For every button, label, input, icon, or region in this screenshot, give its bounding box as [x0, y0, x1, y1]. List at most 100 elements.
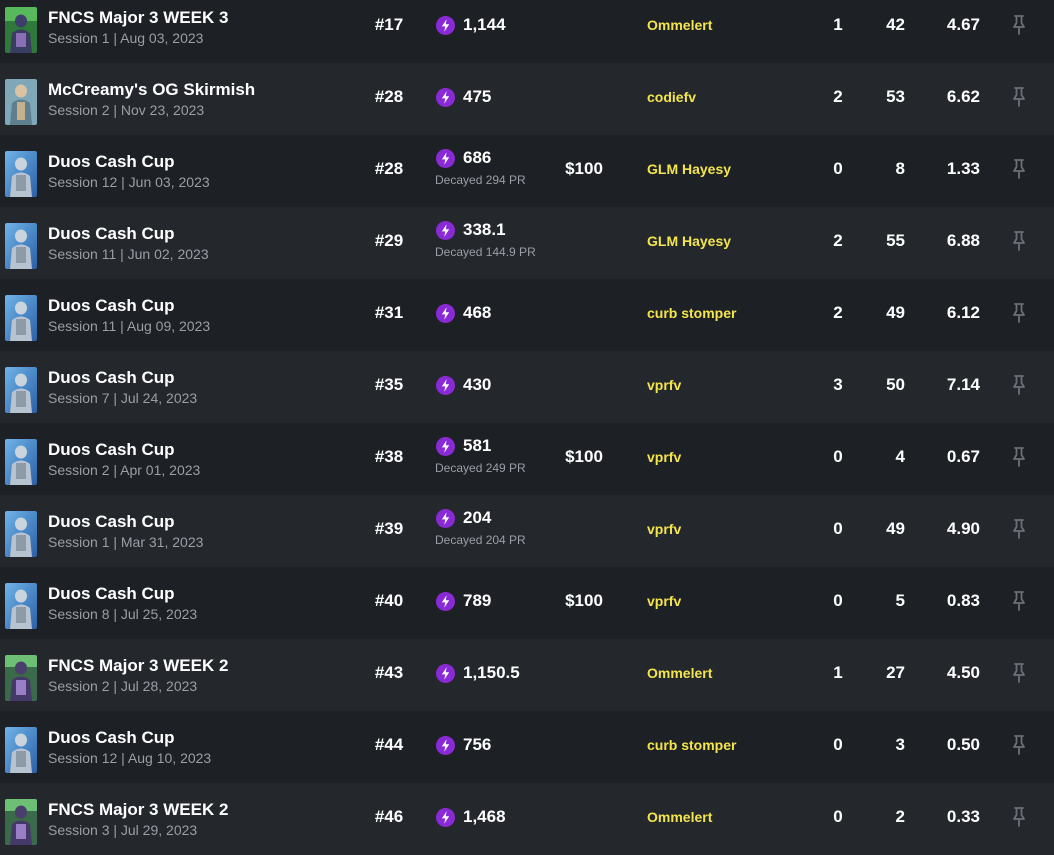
average-elims: 0.50: [946, 735, 980, 754]
teammate-name[interactable]: Ommelert: [647, 17, 713, 33]
table-row[interactable]: FNCS Major 3 WEEK 2 Session 2 | Jul 28, 2…: [0, 639, 1054, 711]
table-row[interactable]: Duos Cash Cup Session 1 | Mar 31, 2023 #39…: [0, 495, 1054, 567]
placement-rank: #43: [374, 663, 404, 682]
power-ranking-points: 789: [463, 591, 492, 610]
event-session-date: Session 1 | Aug 03, 2023: [48, 30, 204, 46]
average-elims: 4.90: [946, 519, 980, 538]
table-row[interactable]: FNCS Major 3 WEEK 3 Session 1 | Aug 03, 2…: [0, 0, 1054, 63]
teammate-name[interactable]: Ommelert: [647, 809, 713, 825]
table-row[interactable]: Duos Cash Cup Session 12 | Jun 03, 2023 #2…: [0, 135, 1054, 207]
placement-rank: #44: [374, 735, 404, 754]
wins-count: 0: [833, 591, 843, 610]
elims-count: 53: [886, 87, 905, 106]
event-thumbnail: [5, 655, 37, 701]
elims-count: 55: [886, 231, 905, 250]
pin-icon[interactable]: [1009, 86, 1029, 108]
lightning-bolt-icon: [436, 149, 455, 168]
event-thumbnail: [5, 799, 37, 845]
teammate-name[interactable]: GLM Hayesy: [647, 233, 732, 249]
pin-icon[interactable]: [1009, 158, 1029, 180]
lightning-bolt-icon: [436, 16, 455, 35]
table-row[interactable]: Duos Cash Cup Session 12 | Aug 10, 2023 #4…: [0, 711, 1054, 783]
event-title[interactable]: FNCS Major 3 WEEK 2: [48, 800, 229, 819]
elims-count: 3: [895, 735, 905, 754]
event-title[interactable]: Duos Cash Cup: [48, 296, 175, 315]
placement-rank: #38: [374, 447, 404, 466]
elims-count: 50: [886, 375, 905, 394]
power-ranking-points: 204: [463, 508, 492, 527]
table-row[interactable]: Duos Cash Cup Session 8 | Jul 25, 2023 #40…: [0, 567, 1054, 639]
table-row[interactable]: Duos Cash Cup Session 2 | Apr 01, 2023 #38…: [0, 423, 1054, 495]
event-thumbnail: [5, 223, 37, 269]
event-title[interactable]: McCreamy's OG Skirmish: [48, 80, 256, 99]
pin-icon[interactable]: [1009, 14, 1029, 36]
pin-icon[interactable]: [1009, 806, 1029, 828]
placement-rank: #28: [374, 87, 404, 106]
table-row[interactable]: Duos Cash Cup Session 7 | Jul 24, 2023 #35…: [0, 351, 1054, 423]
event-session-date: Session 2 | Apr 01, 2023: [48, 462, 201, 478]
placement-rank: #35: [374, 375, 404, 394]
power-ranking-points: 1,144: [463, 15, 506, 34]
event-session-date: Session 8 | Jul 25, 2023: [48, 606, 198, 622]
event-title[interactable]: FNCS Major 3 WEEK 3: [48, 8, 229, 27]
lightning-bolt-icon: [436, 88, 455, 107]
event-session-date: Session 3 | Jul 29, 2023: [48, 822, 198, 838]
event-title[interactable]: FNCS Major 3 WEEK 2: [48, 656, 229, 675]
average-elims: 1.33: [946, 159, 980, 178]
event-session-date: Session 11 | Jun 02, 2023: [48, 246, 209, 262]
elims-count: 2: [895, 807, 905, 826]
teammate-name[interactable]: codiefv: [647, 89, 697, 105]
teammate-name[interactable]: vprfv: [647, 521, 682, 537]
wins-count: 0: [833, 519, 843, 538]
placement-rank: #17: [374, 15, 404, 34]
lightning-bolt-icon: [436, 592, 455, 611]
wins-count: 0: [833, 159, 843, 178]
average-elims: 6.62: [946, 87, 980, 106]
event-thumbnail: [5, 583, 37, 629]
event-session-date: Session 1 | Mar 31, 2023: [48, 534, 204, 550]
elims-count: 49: [886, 519, 905, 538]
pin-icon[interactable]: [1009, 374, 1029, 396]
pin-icon[interactable]: [1009, 230, 1029, 252]
event-session-date: Session 12 | Jun 03, 2023: [48, 174, 210, 190]
table-row[interactable]: Duos Cash Cup Session 11 | Jun 02, 2023 #2…: [0, 207, 1054, 279]
event-thumbnail: [5, 367, 37, 413]
event-title[interactable]: Duos Cash Cup: [48, 584, 175, 603]
teammate-name[interactable]: vprfv: [647, 593, 682, 609]
teammate-name[interactable]: GLM Hayesy: [647, 161, 732, 177]
pin-icon[interactable]: [1009, 446, 1029, 468]
event-title[interactable]: Duos Cash Cup: [48, 368, 175, 387]
power-ranking-points: 468: [463, 303, 492, 322]
event-thumbnail: [5, 511, 37, 557]
event-thumbnail: [5, 79, 37, 125]
event-title[interactable]: Duos Cash Cup: [48, 728, 175, 747]
lightning-bolt-icon: [436, 304, 455, 323]
teammate-name[interactable]: Ommelert: [647, 665, 713, 681]
event-title[interactable]: Duos Cash Cup: [48, 512, 175, 531]
teammate-name[interactable]: curb stomper: [647, 737, 737, 753]
teammate-name[interactable]: vprfv: [647, 449, 682, 465]
table-row[interactable]: FNCS Major 3 WEEK 2 Session 3 | Jul 29, 2…: [0, 783, 1054, 855]
table-row[interactable]: Duos Cash Cup Session 11 | Aug 09, 2023 #3…: [0, 279, 1054, 351]
event-session-date: Session 2 | Jul 28, 2023: [48, 678, 198, 694]
teammate-name[interactable]: curb stomper: [647, 305, 737, 321]
event-title[interactable]: Duos Cash Cup: [48, 152, 175, 171]
event-thumbnail: [5, 439, 37, 485]
table-row[interactable]: McCreamy's OG Skirmish Session 2 | Nov 23…: [0, 63, 1054, 135]
elims-count: 49: [886, 303, 905, 322]
event-thumbnail: [5, 151, 37, 197]
decay-note: Decayed 294 PR: [435, 173, 526, 187]
pin-icon[interactable]: [1009, 662, 1029, 684]
pin-icon[interactable]: [1009, 302, 1029, 324]
decay-note: Decayed 144.9 PR: [435, 245, 536, 259]
lightning-bolt-icon: [436, 736, 455, 755]
average-elims: 0.67: [946, 447, 980, 466]
lightning-bolt-icon: [436, 376, 455, 395]
event-title[interactable]: Duos Cash Cup: [48, 440, 175, 459]
pin-icon[interactable]: [1009, 518, 1029, 540]
pin-icon[interactable]: [1009, 590, 1029, 612]
elims-count: 5: [895, 591, 905, 610]
pin-icon[interactable]: [1009, 734, 1029, 756]
event-title[interactable]: Duos Cash Cup: [48, 224, 175, 243]
teammate-name[interactable]: vprfv: [647, 377, 682, 393]
